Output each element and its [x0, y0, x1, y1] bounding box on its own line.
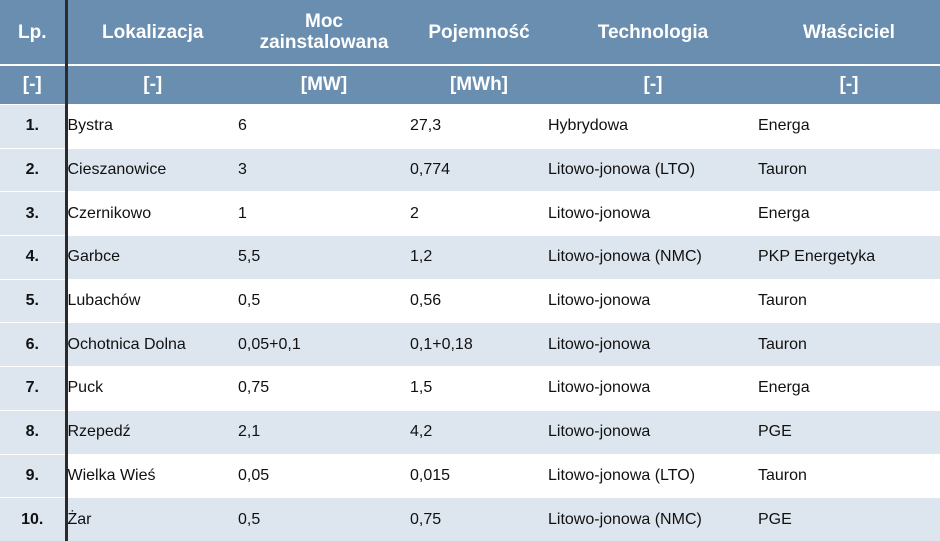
cell-lp: 6. — [0, 322, 68, 367]
header-wlasciciel: Właściciel — [758, 0, 940, 65]
table-row: 7. Puck 0,75 1,5 Litowo-jonowa Energa — [0, 366, 940, 411]
header-lokalizacja: Lokalizacja — [66, 0, 238, 65]
cell-moc: 2,1 — [238, 410, 410, 454]
cell-pojemnosc: 0,56 — [410, 279, 548, 323]
table-row: 8. Rzepedź 2,1 4,2 Litowo-jonowa PGE — [0, 410, 940, 454]
cell-wlasciciel: PGE — [758, 410, 940, 454]
table-row: 5. Lubachów 0,5 0,56 Litowo-jonowa Tauro… — [0, 279, 940, 323]
cell-pojemnosc: 4,2 — [410, 410, 548, 454]
header-technologia: Technologia — [548, 0, 758, 65]
cell-moc: 1 — [238, 191, 410, 236]
cell-lokalizacja: Czernikowo — [66, 191, 238, 236]
table-row: 10. Żar 0,5 0,75 Litowo-jonowa (NMC) PGE — [0, 497, 940, 541]
cell-moc: 6 — [238, 104, 410, 149]
cell-lp: 2. — [0, 148, 68, 192]
cell-pojemnosc: 0,75 — [410, 497, 548, 541]
cell-lp: 8. — [0, 410, 68, 454]
table-row: 2. Cieszanowice 3 0,774 Litowo-jonowa (L… — [0, 148, 940, 192]
cell-wlasciciel: Tauron — [758, 279, 940, 323]
table-row: 4. Garbce 5,5 1,2 Litowo-jonowa (NMC) PK… — [0, 235, 940, 280]
cell-lp: 4. — [0, 235, 68, 280]
cell-lokalizacja: Garbce — [66, 235, 238, 280]
cell-lp: 10. — [0, 497, 68, 541]
cell-lokalizacja: Puck — [66, 366, 238, 411]
cell-wlasciciel: Energa — [758, 191, 940, 236]
cell-moc: 5,5 — [238, 235, 410, 280]
cell-lokalizacja: Wielka Wieś — [66, 454, 238, 498]
unit-technologia: [-] — [548, 64, 758, 105]
cell-technologia: Litowo-jonowa (LTO) — [548, 148, 758, 192]
cell-lokalizacja: Cieszanowice — [66, 148, 238, 192]
cell-wlasciciel: PKP Energetyka — [758, 235, 940, 280]
cell-lp: 9. — [0, 454, 68, 498]
cell-pojemnosc: 1,5 — [410, 366, 548, 411]
cell-technologia: Litowo-jonowa — [548, 366, 758, 411]
cell-lp: 7. — [0, 366, 68, 411]
cell-lokalizacja: Lubachów — [66, 279, 238, 323]
cell-moc: 0,75 — [238, 366, 410, 411]
cell-pojemnosc: 1,2 — [410, 235, 548, 280]
cell-wlasciciel: Tauron — [758, 148, 940, 192]
cell-moc: 0,05 — [238, 454, 410, 498]
header-row: Lp. Lokalizacja Moc zainstalowana Pojemn… — [0, 0, 940, 65]
cell-moc: 0,5 — [238, 279, 410, 323]
cell-lokalizacja: Rzepedź — [66, 410, 238, 454]
cell-moc: 0,5 — [238, 497, 410, 541]
header-pojemnosc: Pojemność — [410, 0, 548, 65]
cell-lp: 5. — [0, 279, 68, 323]
unit-moc: [MW] — [238, 64, 410, 105]
cell-technologia: Litowo-jonowa — [548, 410, 758, 454]
cell-technologia: Litowo-jonowa (LTO) — [548, 454, 758, 498]
cell-technologia: Litowo-jonowa (NMC) — [548, 235, 758, 280]
cell-technologia: Litowo-jonowa — [548, 279, 758, 323]
cell-wlasciciel: Energa — [758, 366, 940, 411]
cell-wlasciciel: Energa — [758, 104, 940, 149]
unit-pojemnosc: [MWh] — [410, 64, 548, 105]
unit-lokalizacja: [-] — [66, 64, 238, 105]
table-row: 6. Ochotnica Dolna 0,05+0,1 0,1+0,18 Lit… — [0, 322, 940, 367]
cell-lokalizacja: Żar — [66, 497, 238, 541]
unit-lp: [-] — [0, 64, 68, 105]
header-moc: Moc zainstalowana — [238, 0, 410, 65]
header-lp: Lp. — [0, 0, 68, 65]
cell-technologia: Litowo-jonowa — [548, 191, 758, 236]
unit-wlasciciel: [-] — [758, 64, 940, 105]
units-row: [-] [-] [MW] [MWh] [-] [-] — [0, 64, 940, 105]
cell-pojemnosc: 2 — [410, 191, 548, 236]
cell-lp: 3. — [0, 191, 68, 236]
cell-pojemnosc: 0,774 — [410, 148, 548, 192]
cell-technologia: Litowo-jonowa — [548, 322, 758, 367]
cell-moc: 3 — [238, 148, 410, 192]
cell-technologia: Litowo-jonowa (NMC) — [548, 497, 758, 541]
cell-moc: 0,05+0,1 — [238, 322, 410, 367]
table-row: 9. Wielka Wieś 0,05 0,015 Litowo-jonowa … — [0, 454, 940, 498]
cell-lp: 1. — [0, 104, 68, 149]
cell-wlasciciel: Tauron — [758, 322, 940, 367]
cell-lokalizacja: Bystra — [66, 104, 238, 149]
table-row: 1. Bystra 6 27,3 Hybrydowa Energa — [0, 104, 940, 149]
table-row: 3. Czernikowo 1 2 Litowo-jonowa Energa — [0, 191, 940, 236]
cell-technologia: Hybrydowa — [548, 104, 758, 149]
cell-pojemnosc: 27,3 — [410, 104, 548, 149]
cell-wlasciciel: Tauron — [758, 454, 940, 498]
cell-pojemnosc: 0,1+0,18 — [410, 322, 548, 367]
cell-lokalizacja: Ochotnica Dolna — [66, 322, 238, 367]
cell-pojemnosc: 0,015 — [410, 454, 548, 498]
cell-wlasciciel: PGE — [758, 497, 940, 541]
